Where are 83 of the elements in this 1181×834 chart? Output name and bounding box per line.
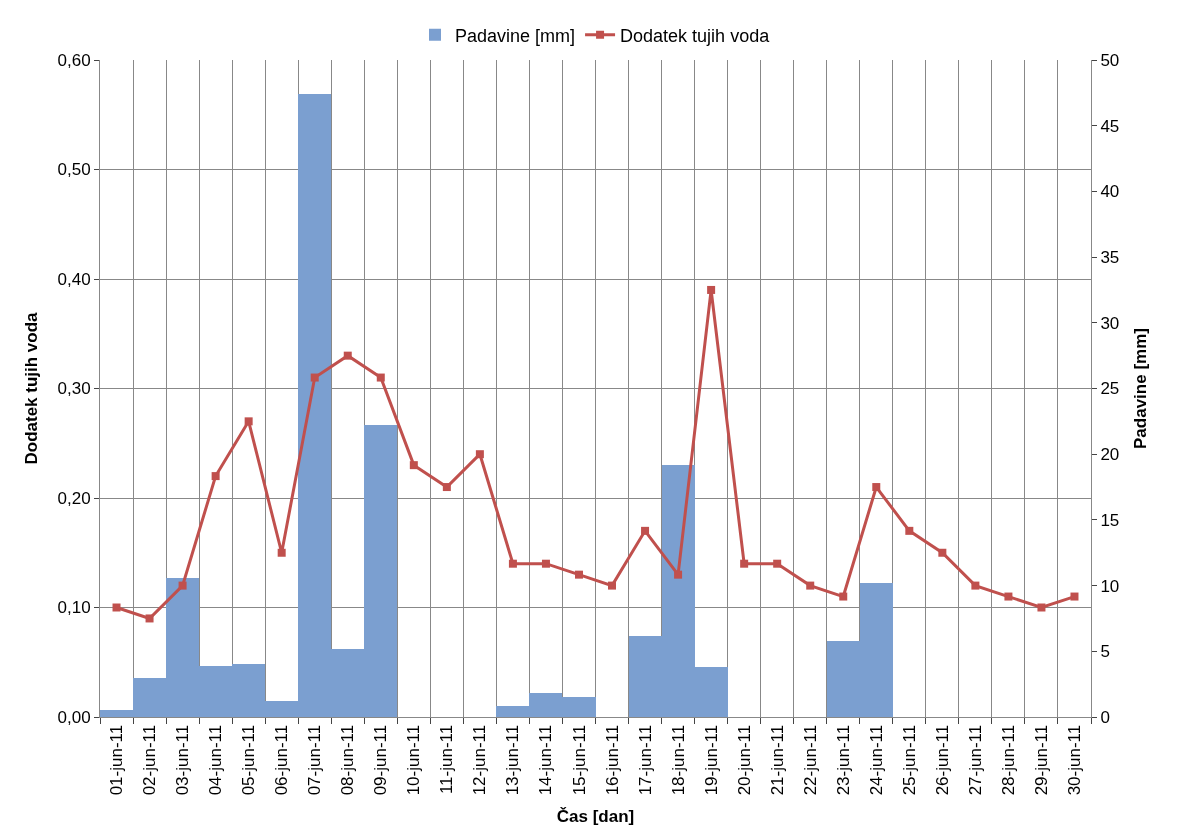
point [442, 483, 451, 492]
y-tick-label: 0,30 [57, 379, 91, 399]
legend-label: Dodatek tujih voda [620, 25, 771, 46]
point [674, 570, 683, 579]
point [541, 559, 550, 568]
y-tick-label: 0,60 [57, 50, 91, 70]
point [641, 526, 650, 535]
x-tick-label: 15-jun-11 [569, 724, 589, 796]
y2-tick-label: 20 [1100, 445, 1120, 465]
x-tick-label: 16-jun-11 [602, 724, 622, 796]
y2-tick-label: 35 [1100, 248, 1120, 268]
y-tick-label: 0,20 [57, 488, 91, 508]
x-tick-label: 27-jun-11 [965, 724, 985, 796]
point [244, 417, 253, 426]
x-tick-label: 13-jun-11 [503, 724, 523, 796]
x-axis-title: Čas [dan] [556, 806, 635, 826]
x-tick-label: 22-jun-11 [800, 724, 820, 796]
point [343, 351, 352, 360]
point [277, 548, 286, 557]
x-tick-label: 20-jun-11 [734, 724, 754, 796]
x-tick-label: 12-jun-11 [470, 724, 490, 796]
point [1070, 592, 1079, 601]
y-tick-label: 0,50 [57, 160, 91, 180]
y2-tick-label: 15 [1100, 510, 1120, 530]
y-tick-label: 0,40 [57, 269, 91, 289]
point [740, 559, 749, 568]
point [409, 461, 418, 470]
point [806, 581, 815, 590]
x-tick-label: 10-jun-11 [404, 724, 424, 796]
point [905, 526, 914, 535]
x-tick-label: 09-jun-11 [371, 724, 391, 796]
y2-tick-label: 40 [1100, 182, 1120, 202]
y2-tick-label: 0 [1100, 707, 1110, 727]
x-tick-label: 28-jun-11 [998, 724, 1018, 796]
x-tick-label: 06-jun-11 [272, 724, 292, 796]
x-tick-label: 14-jun-11 [536, 724, 556, 796]
point [112, 603, 121, 612]
point [310, 373, 319, 382]
y2-tick-label: 10 [1100, 576, 1120, 596]
y2-tick-label: 25 [1100, 379, 1120, 399]
x-tick-label: 01-jun-11 [107, 724, 127, 796]
point [707, 285, 716, 294]
point [1004, 592, 1013, 601]
y-tick-label: 0,00 [57, 707, 91, 727]
point [211, 472, 220, 481]
x-tick-label: 02-jun-11 [140, 724, 160, 796]
y2-axis-title: Padavine [mm] [1130, 328, 1150, 449]
x-tick-label: 21-jun-11 [767, 724, 787, 796]
point [872, 483, 881, 492]
x-tick-label: 26-jun-11 [932, 724, 952, 796]
x-tick-label: 29-jun-11 [1031, 724, 1051, 796]
legend-label: Padavine [mm] [455, 25, 576, 46]
point [475, 450, 484, 459]
x-tick-label: 05-jun-11 [239, 724, 259, 796]
point [938, 548, 947, 557]
point [145, 614, 154, 623]
point [1037, 603, 1046, 612]
x-tick-label: 18-jun-11 [668, 724, 688, 796]
y2-tick-label: 50 [1100, 50, 1120, 70]
point [574, 570, 583, 579]
point [773, 559, 782, 568]
point [839, 592, 848, 601]
point [971, 581, 980, 590]
y2-tick-label: 5 [1100, 642, 1110, 662]
point [376, 373, 385, 382]
point [178, 581, 187, 590]
x-tick-label: 24-jun-11 [866, 724, 886, 796]
point [508, 559, 517, 568]
y2-tick-label: 45 [1100, 116, 1120, 136]
x-tick-label: 30-jun-11 [1065, 724, 1085, 796]
x-tick-label: 11-jun-11 [437, 724, 457, 795]
x-tick-label: 17-jun-11 [635, 724, 655, 796]
x-tick-label: 23-jun-11 [833, 724, 853, 796]
x-tick-label: 08-jun-11 [338, 724, 358, 796]
x-tick-label: 04-jun-11 [206, 724, 226, 796]
x-tick-label: 25-jun-11 [899, 724, 919, 796]
y-tick-label: 0,10 [57, 598, 91, 618]
x-tick-label: 19-jun-11 [701, 724, 721, 796]
y-axis-title: Dodatek tujih voda [22, 311, 42, 465]
point [608, 581, 617, 590]
x-tick-label: 03-jun-11 [173, 724, 193, 796]
x-tick-label: 07-jun-11 [305, 724, 325, 796]
y2-tick-label: 30 [1100, 313, 1120, 333]
